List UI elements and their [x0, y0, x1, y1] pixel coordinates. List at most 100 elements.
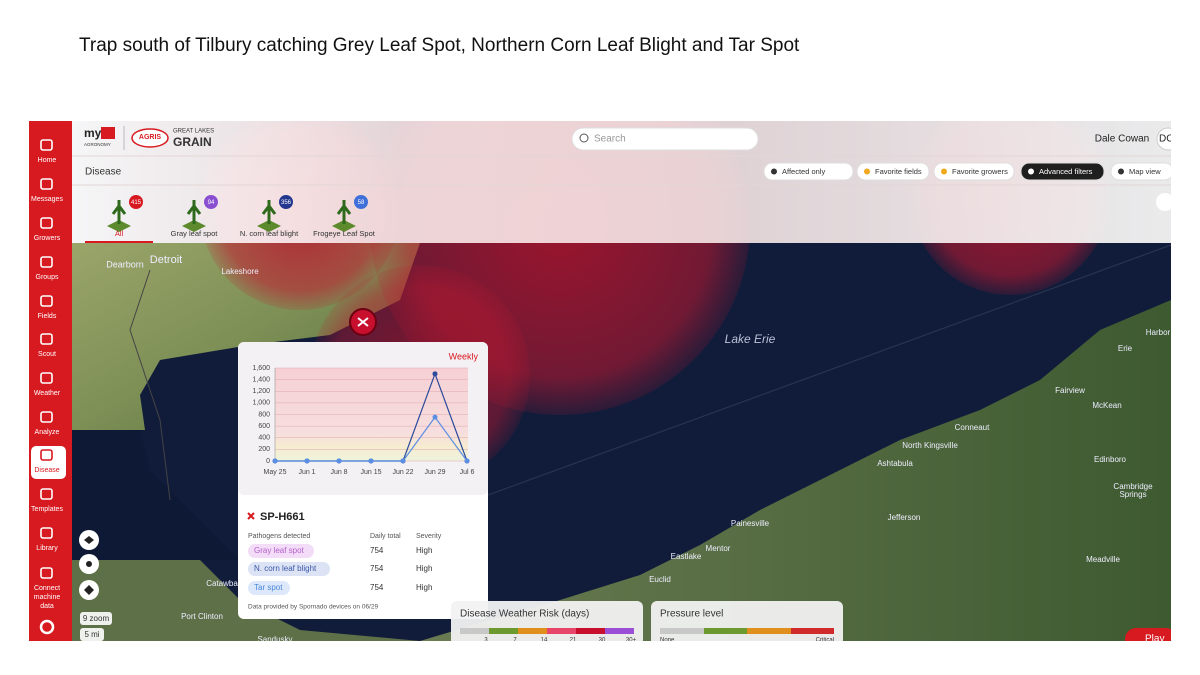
map-label: Fairview: [1055, 386, 1085, 395]
data-point: [272, 458, 278, 464]
nav-icon: [40, 333, 53, 345]
tab-icon: [336, 200, 352, 224]
map-label: Jefferson: [888, 513, 921, 522]
table-cell: Gray leaf spot: [254, 546, 305, 555]
pathogen-pill: [248, 544, 314, 558]
scale-segment: [518, 628, 547, 634]
filter-pill[interactable]: [763, 162, 854, 181]
nav-icon: [40, 256, 53, 268]
scale-segment: [704, 628, 747, 634]
tab-count: 415: [131, 200, 142, 206]
filter-icon: [771, 168, 777, 175]
y-tick-label: 1,200: [252, 388, 270, 395]
pathogen-pill: [248, 581, 290, 595]
period: Weekly: [449, 351, 479, 361]
filter-icon: [864, 168, 870, 175]
brand-great-lakes: GREAT LAKES: [173, 129, 214, 135]
tab-label[interactable]: N. corn leaf blight: [240, 229, 299, 238]
data-point: [304, 458, 310, 464]
nav-label: data: [40, 603, 54, 610]
x-tick-label: May 25: [264, 469, 287, 476]
data-point: [432, 371, 438, 377]
nav-icon: [40, 527, 53, 539]
user-name: Dale Cowan: [1095, 134, 1149, 145]
table-cell: 754: [370, 583, 384, 592]
nav-label[interactable]: Weather: [34, 390, 61, 397]
trap-id: SP-H661: [260, 511, 305, 523]
zoom-badge: [80, 612, 112, 625]
nav-icon: [40, 372, 53, 384]
nav-label[interactable]: Messages: [31, 196, 63, 203]
nav-label[interactable]: Scout: [38, 351, 56, 358]
app-screenshot: Detroit Dearborn Lakeshore Lake Erie Harbor E…: [29, 121, 1179, 650]
map-label: Springs: [1119, 490, 1146, 499]
nav-icon: [40, 488, 53, 500]
y-tick-label: 200: [258, 446, 270, 453]
search-box[interactable]: [571, 127, 759, 151]
tab-badge: [129, 195, 143, 209]
filter-pill[interactable]: [856, 162, 930, 181]
settings-button[interactable]: [1156, 193, 1174, 211]
nav-label[interactable]: Home: [38, 157, 57, 164]
nav-label[interactable]: Analyze: [35, 429, 60, 436]
nav-label[interactable]: Growers: [34, 235, 61, 242]
table-cell: 754: [370, 564, 384, 573]
chart: 0 200 400 600 800 1,000 1,200 1,400 1,600 May 25 J…: [252, 365, 474, 476]
section-title: Disease: [85, 167, 122, 178]
y-tick-label: 400: [258, 435, 270, 442]
filter-label: Advanced filters: [1039, 167, 1093, 176]
nav-label[interactable]: Fields: [38, 313, 57, 320]
avatar[interactable]: [1156, 127, 1179, 151]
filter-pill[interactable]: [1020, 162, 1105, 181]
nav-icon: [40, 217, 53, 229]
column-header: Daily total: [370, 533, 401, 540]
border-line: [419, 244, 1171, 521]
tabs: 415 All 94 Gray leaf spot 356 N. corn leaf bl…: [107, 195, 376, 238]
nav-label[interactable]: Disease: [34, 467, 59, 474]
map-label: Painesville: [731, 519, 770, 528]
nav-icon: [40, 567, 53, 579]
scale-segment: [460, 628, 489, 634]
scale: 5 mi: [84, 630, 99, 639]
filters: Affected only Favorite fields Favorite gro…: [763, 162, 1173, 181]
tab-underline: [85, 241, 153, 243]
tab-label[interactable]: All: [115, 229, 124, 238]
map-label: Mentor: [706, 544, 731, 553]
table-cell: 754: [370, 546, 384, 555]
icon: [84, 536, 94, 544]
map-label: Port Clinton: [181, 612, 223, 621]
icon: [86, 561, 92, 567]
filter-pill[interactable]: [1110, 162, 1173, 181]
data-point: [400, 458, 406, 464]
table-cell: High: [416, 583, 432, 592]
nav-label[interactable]: Library: [36, 545, 58, 552]
play-button[interactable]: [1125, 628, 1177, 650]
map-label: Edinboro: [1094, 455, 1127, 464]
scale-high: Critical: [816, 638, 834, 644]
map-label: Sandusky: [257, 635, 292, 644]
tab-label[interactable]: Gray leaf spot: [171, 229, 219, 238]
data-point: [368, 458, 374, 464]
brand-grain: GRAIN: [173, 135, 212, 149]
map-label: Eastlake: [671, 552, 702, 561]
sidebar-selected: [31, 446, 66, 479]
x-tick-label: Jul 6: [460, 469, 475, 476]
tab-icon: [186, 200, 202, 224]
map-label: Harbor: [1146, 328, 1171, 337]
border-line: [129, 269, 171, 501]
filter-label: Map view: [1129, 167, 1161, 176]
filter-pill[interactable]: [933, 162, 1015, 181]
tab-label[interactable]: Frogeye Leaf Spot: [313, 229, 376, 238]
x-tick-label: Jun 22: [392, 469, 413, 476]
search-icon: [579, 133, 589, 143]
brand-logo: [131, 128, 169, 148]
nav-label[interactable]: Connect: [34, 585, 60, 592]
scale-segment: [747, 628, 791, 634]
nav-label[interactable]: Groups: [36, 274, 59, 281]
y-tick-label: 800: [258, 411, 270, 418]
tab-icon: [261, 200, 277, 224]
nav-label[interactable]: Templates: [31, 506, 63, 513]
scale-segment: [660, 628, 704, 634]
nav-icon: [40, 178, 53, 190]
